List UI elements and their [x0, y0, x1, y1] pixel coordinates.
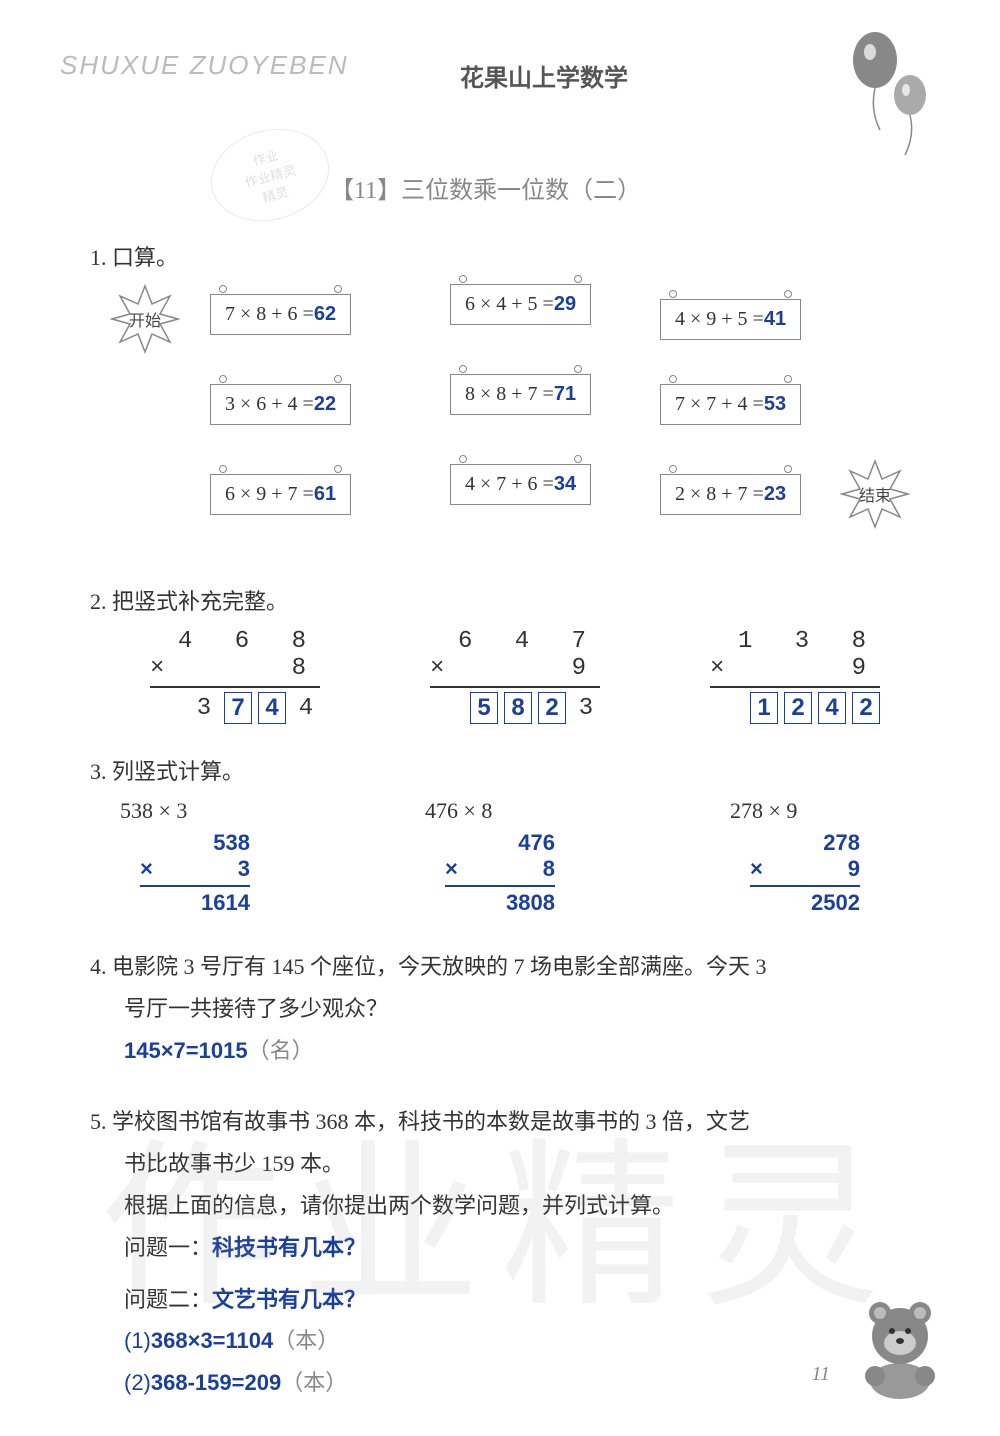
q5-answer-1: (1)368×3=1104（本）	[124, 1320, 910, 1362]
vertical-multiplication: 1 3 8 ×9 1242	[710, 628, 880, 724]
q5-text-3: 根据上面的信息，请你提出两个数学问题，并列式计算。	[124, 1185, 910, 1227]
q3-problem: 476 × 8 476 ×8 3808	[425, 798, 555, 916]
q3-problem: 278 × 9 278 ×9 2502	[730, 798, 860, 916]
header-english: SHUXUE ZUOYEBEN	[60, 50, 349, 81]
vertical-multiplication: 4 6 8 ×8 3744	[150, 628, 320, 724]
header-chinese: 花果山上学数学	[460, 58, 628, 93]
q4-section: 4. 电影院 3 号厅有 145 个座位，今天放映的 7 场电影全部满座。今天 …	[90, 946, 910, 1071]
q3-title: 3. 列竖式计算。	[90, 754, 910, 786]
equation-box: 8 × 8 + 7 =71	[450, 374, 591, 415]
page-number: 11	[811, 1363, 830, 1386]
equation-box: 3 × 6 + 4 =22	[210, 384, 351, 425]
q4-text-2: 号厅一共接待了多少观众？	[124, 988, 910, 1030]
equation-box: 2 × 8 + 7 =23	[660, 474, 801, 515]
vertical-multiplication: 6 4 7 ×9 5823	[430, 628, 600, 724]
q4-answer: 145×7=1015（名）	[124, 1030, 910, 1072]
q5-section: 5. 学校图书馆有故事书 368 本，科技书的本数是故事书的 3 倍，文艺 书比…	[90, 1101, 910, 1404]
q3-section: 3. 列竖式计算。 538 × 3 538 ×3 1614 476 × 8 47…	[90, 754, 910, 916]
q5-problem-1: 问题一：科技书有几本？	[124, 1227, 910, 1269]
bear-decoration	[850, 1291, 950, 1406]
equation-box: 7 × 8 + 6 =62	[210, 294, 351, 335]
equation-box: 4 × 9 + 5 =41	[660, 299, 801, 340]
end-star: 结束	[840, 459, 910, 529]
content-area: 1. 口算。 开始 结束 7 × 8 + 6 =62 6 × 4 + 5 =29 4…	[90, 240, 910, 1404]
q5-text-1: 5. 学校图书馆有故事书 368 本，科技书的本数是故事书的 3 倍，文艺	[90, 1101, 910, 1143]
lesson-title: 【11】三位数乘一位数（二）	[330, 170, 641, 205]
q1-title: 1. 口算。	[90, 240, 910, 272]
balloon-decoration	[840, 30, 940, 165]
equation-box: 6 × 9 + 7 =61	[210, 474, 351, 515]
start-star: 开始	[110, 284, 180, 354]
equation-box: 7 × 7 + 4 =53	[660, 384, 801, 425]
q3-problem: 538 × 3 538 ×3 1614	[120, 798, 250, 916]
q5-problem-2: 问题二：文艺书有几本？	[124, 1279, 910, 1321]
q5-answer-2: (2)368-159=209（本）	[124, 1362, 910, 1404]
equation-box: 4 × 7 + 6 =34	[450, 464, 591, 505]
q4-text-1: 4. 电影院 3 号厅有 145 个座位，今天放映的 7 场电影全部满座。今天 …	[90, 946, 910, 988]
q2-title: 2. 把竖式补充完整。	[90, 584, 910, 616]
stamp-watermark: 作业 作业精灵 精灵	[200, 116, 339, 234]
q2-section: 2. 把竖式补充完整。 4 6 8 ×8 3744 6 4 7 ×9 5823 …	[90, 584, 910, 724]
q1-grid: 开始 结束 7 × 8 + 6 =626 × 4 + 5 =294 × 9 + …	[130, 284, 910, 564]
equation-box: 6 × 4 + 5 =29	[450, 284, 591, 325]
q5-text-2: 书比故事书少 159 本。	[124, 1143, 910, 1185]
